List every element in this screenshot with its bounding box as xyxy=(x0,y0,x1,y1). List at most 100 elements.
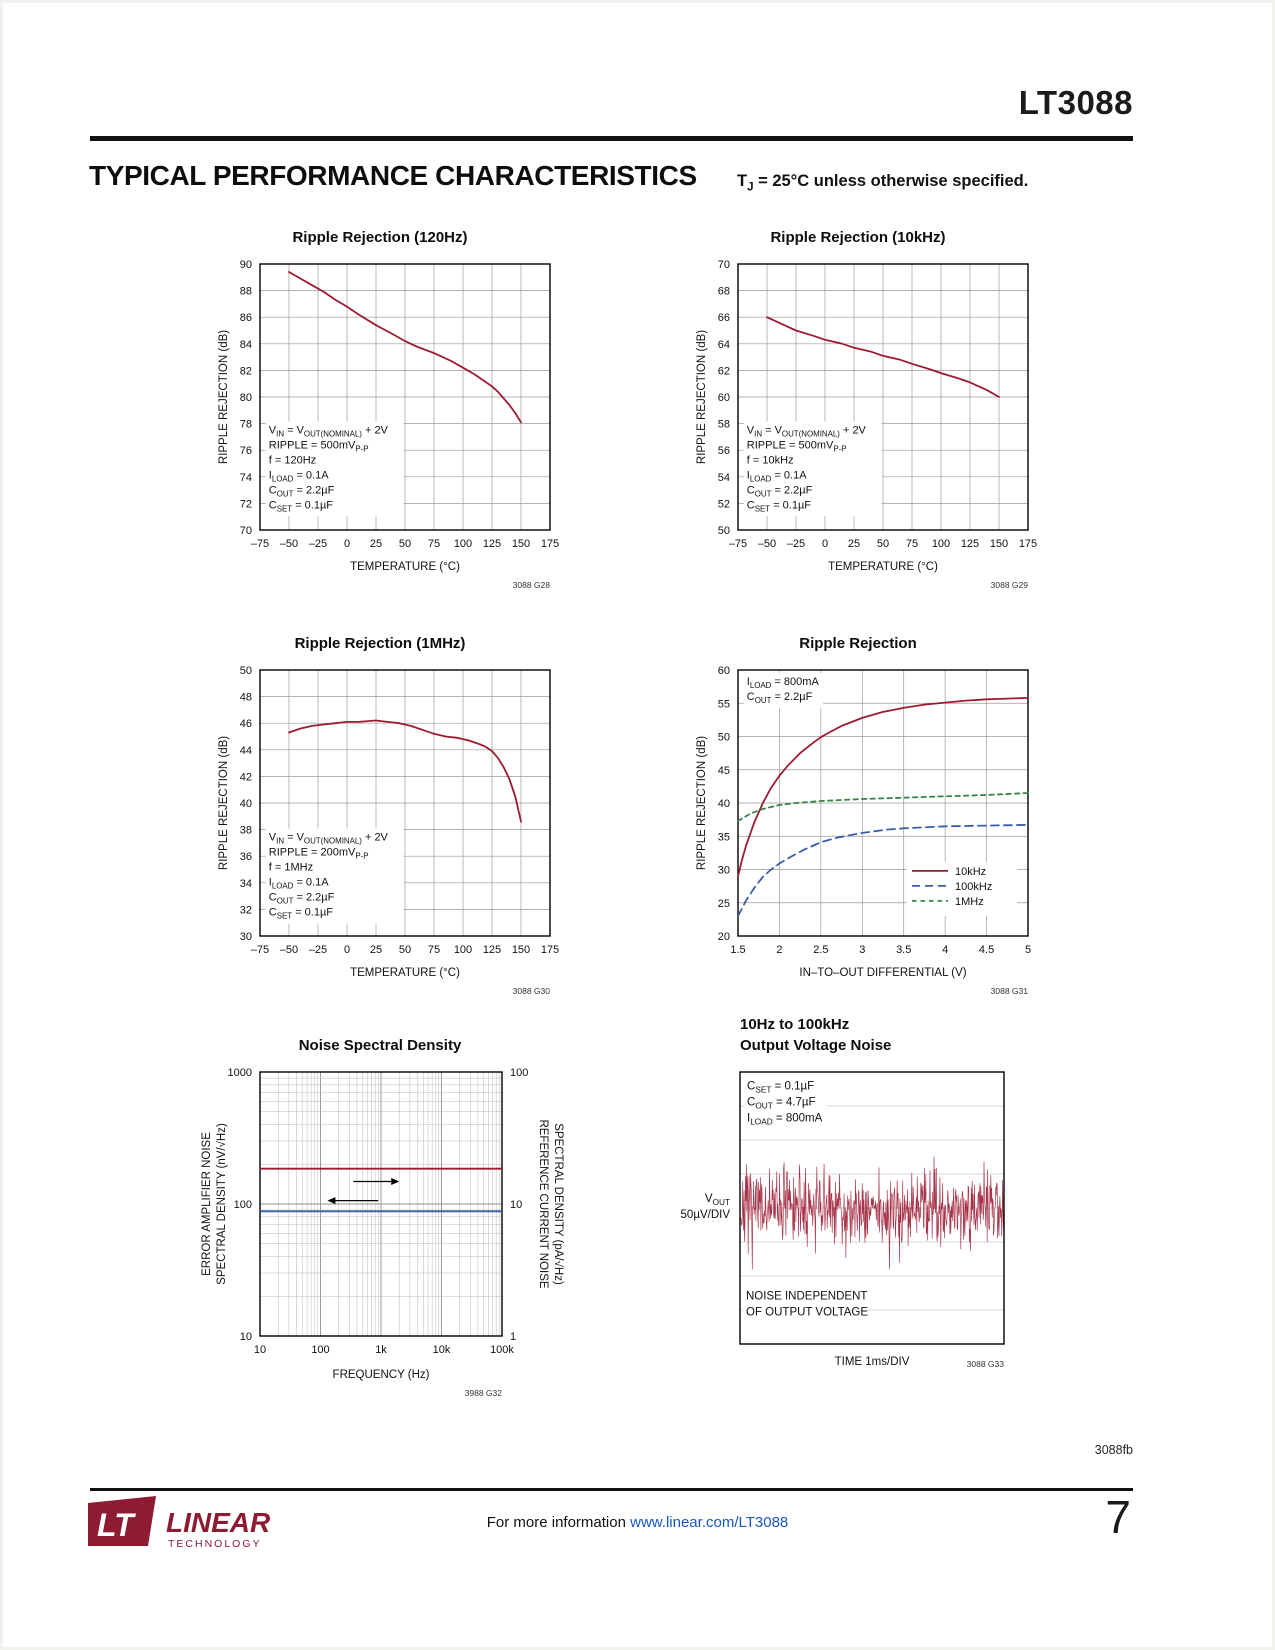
svg-text:50: 50 xyxy=(399,538,411,550)
svg-text:25: 25 xyxy=(370,944,382,956)
svg-text:10: 10 xyxy=(510,1199,522,1211)
chart-title: Noise Spectral Density xyxy=(150,1012,610,1056)
chart-title: Ripple Rejection (1MHz) xyxy=(150,632,610,654)
svg-text:100kHz: 100kHz xyxy=(955,881,992,893)
svg-text:ILOAD = 0.1A: ILOAD = 0.1A xyxy=(269,877,329,891)
svg-text:CSET = 0.1µF: CSET = 0.1µF xyxy=(747,499,812,513)
chart-title-text: Ripple Rejection (120Hz) xyxy=(292,229,468,246)
svg-text:3088 G33: 3088 G33 xyxy=(967,1359,1005,1369)
linear-technology-logo: LT LINEAR TECHNOLOGY xyxy=(88,1496,271,1550)
svg-text:62: 62 xyxy=(718,365,730,377)
svg-text:VIN = VOUT(NOMINAL) + 2V: VIN = VOUT(NOMINAL) + 2V xyxy=(747,424,867,438)
svg-text:44: 44 xyxy=(240,745,252,757)
chart-title: Ripple Rejection xyxy=(628,632,1088,654)
svg-text:75: 75 xyxy=(428,944,440,956)
svg-text:64: 64 xyxy=(718,339,730,351)
svg-text:SPECTRAL DENSITY (pA/√Hz): SPECTRAL DENSITY (pA/√Hz) xyxy=(552,1123,565,1285)
section-title: TYPICAL PERFORMANCE CHARACTERISTICS xyxy=(89,160,697,191)
svg-text:–25: –25 xyxy=(309,538,327,550)
chart-title-text: Ripple Rejection xyxy=(799,635,917,652)
svg-text:3: 3 xyxy=(859,944,865,956)
svg-text:–25: –25 xyxy=(309,944,327,956)
svg-text:COUT = 2.2µF: COUT = 2.2µF xyxy=(269,484,335,498)
svg-text:RIPPLE REJECTION (dB): RIPPLE REJECTION (dB) xyxy=(696,736,708,870)
svg-text:–75: –75 xyxy=(729,538,747,550)
chart-output-voltage-noise: 10Hz to 100kHz Output Voltage Noise CSET… xyxy=(628,1012,1088,1438)
svg-text:100: 100 xyxy=(510,1067,528,1079)
svg-text:CSET = 0.1µF: CSET = 0.1µF xyxy=(269,907,334,921)
svg-text:46: 46 xyxy=(240,718,252,730)
svg-text:SPECTRAL DENSITY (nV/√Hz): SPECTRAL DENSITY (nV/√Hz) xyxy=(215,1123,228,1285)
svg-text:RIPPLE REJECTION (dB): RIPPLE REJECTION (dB) xyxy=(218,330,230,464)
svg-text:175: 175 xyxy=(541,944,559,956)
svg-text:1: 1 xyxy=(510,1331,516,1343)
svg-text:88: 88 xyxy=(240,286,252,298)
svg-text:5: 5 xyxy=(1025,944,1031,956)
svg-text:TIME 1ms/DIV: TIME 1ms/DIV xyxy=(835,1356,910,1368)
svg-text:COUT = 4.7µF: COUT = 4.7µF xyxy=(747,1097,816,1111)
svg-text:76: 76 xyxy=(240,445,252,457)
footer-info: For more information www.linear.com/LT30… xyxy=(0,1514,1275,1531)
chart-title: Ripple Rejection (10kHz) xyxy=(628,226,1088,248)
svg-text:f = 1MHz: f = 1MHz xyxy=(269,862,313,874)
chart-title-text: 10Hz to 100kHz Output Voltage Noise xyxy=(740,1016,892,1054)
svg-text:100: 100 xyxy=(454,944,472,956)
svg-text:RIPPLE = 500mVP-P: RIPPLE = 500mVP-P xyxy=(747,439,847,453)
svg-text:75: 75 xyxy=(906,538,918,550)
svg-text:2.5: 2.5 xyxy=(813,944,828,956)
svg-text:74: 74 xyxy=(240,472,252,484)
chart-ripple-rejection-1mhz: Ripple Rejection (1MHz) VIN = VOUT(NOMIN… xyxy=(150,632,610,1006)
svg-text:52: 52 xyxy=(718,498,730,510)
svg-text:RIPPLE REJECTION (dB): RIPPLE REJECTION (dB) xyxy=(696,330,708,464)
svg-text:35: 35 xyxy=(718,831,730,843)
logo-mark-text: LT xyxy=(97,1507,136,1543)
svg-text:55: 55 xyxy=(718,698,730,710)
svg-text:–75: –75 xyxy=(251,944,269,956)
svg-text:50µV/DIV: 50µV/DIV xyxy=(681,1209,731,1221)
svg-text:f = 10kHz: f = 10kHz xyxy=(747,454,794,466)
noise-spectral-density-figure: 10 100 1k 10k 100k 10 100 1000 1 10 100 FREQUENCY (… xyxy=(201,1067,565,1398)
svg-text:COUT = 2.2µF: COUT = 2.2µF xyxy=(747,691,813,705)
svg-text:3088 G28: 3088 G28 xyxy=(513,580,551,590)
svg-text:TEMPERATURE (°C): TEMPERATURE (°C) xyxy=(350,967,460,979)
chart-ripple-rejection-120hz: Ripple Rejection (120Hz) VIN = VOUT(NOMI… xyxy=(150,226,610,600)
svg-text:1k: 1k xyxy=(375,1344,387,1356)
svg-text:–50: –50 xyxy=(280,944,298,956)
svg-text:10: 10 xyxy=(240,1331,252,1343)
svg-text:OF OUTPUT VOLTAGE: OF OUTPUT VOLTAGE xyxy=(746,1307,868,1319)
svg-text:10k: 10k xyxy=(433,1344,451,1356)
svg-text:56: 56 xyxy=(718,445,730,457)
svg-text:4.5: 4.5 xyxy=(979,944,994,956)
svg-text:20: 20 xyxy=(718,931,730,943)
output-voltage-noise-figure: CSET = 0.1µF COUT = 4.7µF ILOAD = 800mA NOI… xyxy=(681,1071,1005,1369)
svg-text:1.5: 1.5 xyxy=(730,944,745,956)
svg-text:25: 25 xyxy=(370,538,382,550)
svg-text:–50: –50 xyxy=(280,538,298,550)
svg-text:RIPPLE REJECTION (dB): RIPPLE REJECTION (dB) xyxy=(218,736,230,870)
svg-text:50: 50 xyxy=(718,732,730,744)
svg-text:COUT = 2.2µF: COUT = 2.2µF xyxy=(747,484,813,498)
svg-text:100: 100 xyxy=(234,1199,252,1211)
part-number: LT3088 xyxy=(1018,84,1133,121)
svg-text:60: 60 xyxy=(718,665,730,677)
svg-text:30: 30 xyxy=(240,931,252,943)
svg-text:100: 100 xyxy=(932,538,950,550)
svg-text:ERROR AMPLIFIER NOISE: ERROR AMPLIFIER NOISE xyxy=(201,1132,213,1276)
svg-text:100k: 100k xyxy=(490,1344,514,1356)
svg-text:80: 80 xyxy=(240,392,252,404)
svg-text:RIPPLE = 200mVP-P: RIPPLE = 200mVP-P xyxy=(269,847,369,861)
svg-text:150: 150 xyxy=(990,538,1008,550)
svg-text:3.5: 3.5 xyxy=(896,944,911,956)
svg-text:72: 72 xyxy=(240,498,252,510)
doc-code: 3088fb xyxy=(1094,1443,1133,1457)
svg-text:40: 40 xyxy=(240,798,252,810)
svg-text:42: 42 xyxy=(240,771,252,783)
svg-text:25: 25 xyxy=(718,898,730,910)
page-number: 7 xyxy=(1105,1491,1131,1543)
footer-link[interactable]: www.linear.com/LT3088 xyxy=(630,1514,789,1531)
svg-text:–50: –50 xyxy=(758,538,776,550)
svg-text:60: 60 xyxy=(718,392,730,404)
svg-text:ILOAD = 800mA: ILOAD = 800mA xyxy=(747,676,820,690)
